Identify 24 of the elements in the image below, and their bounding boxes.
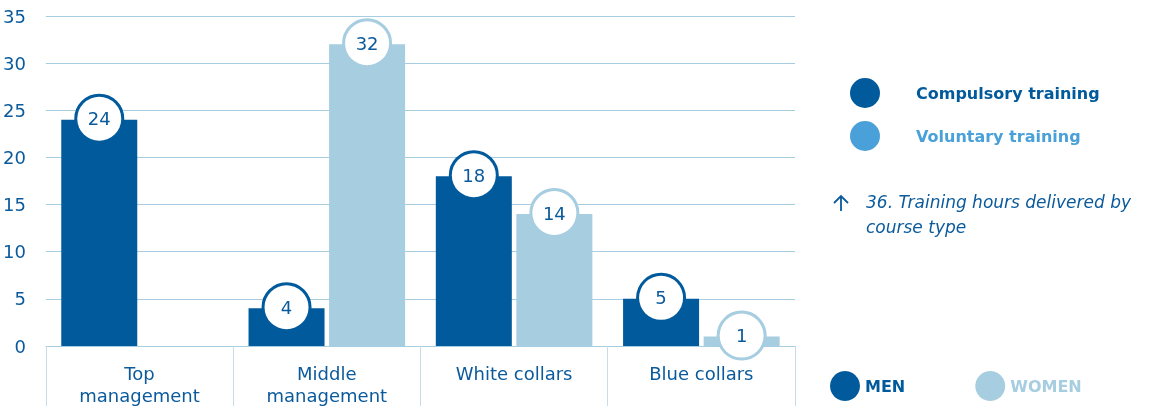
x-tick-label: Top management xyxy=(79,362,200,406)
y-tick-label: 10 xyxy=(3,241,26,263)
legend-label: MEN xyxy=(865,376,906,396)
data-label: 4 xyxy=(280,296,293,318)
text: Compulsory training xyxy=(916,83,1100,103)
y-tick-label: 5 xyxy=(14,288,26,310)
x-tick-label: White collars xyxy=(455,362,573,384)
data-label: 24 xyxy=(87,108,111,130)
y-tick-label: 15 xyxy=(3,194,26,216)
text: Voluntary training xyxy=(916,126,1081,146)
text: 36. Training hours delivered by course type xyxy=(866,191,1132,239)
y-tick-label: 0 xyxy=(14,335,26,357)
legend-label: WOMEN xyxy=(1010,376,1082,396)
data-label: 32 xyxy=(355,32,379,54)
data-label: 14 xyxy=(542,202,566,224)
data-label: 5 xyxy=(655,287,667,309)
data-label: 18 xyxy=(462,164,486,186)
y-tick-label: 35 xyxy=(3,5,26,27)
y-tick-label: 30 xyxy=(3,52,26,74)
y-tick-label: 25 xyxy=(3,99,26,121)
y-tick-label: 20 xyxy=(3,146,26,168)
data-label: 1 xyxy=(735,325,748,347)
x-tick-label: Middle management xyxy=(266,362,388,406)
x-tick-label: Blue collars xyxy=(649,362,754,384)
